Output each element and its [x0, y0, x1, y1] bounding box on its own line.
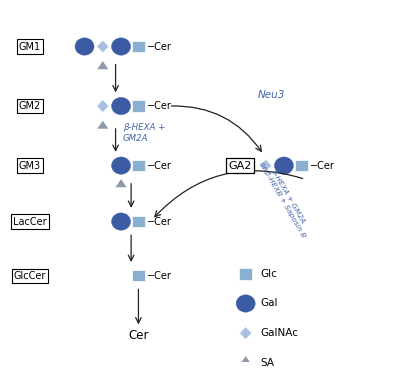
Text: Glc: Glc: [261, 269, 278, 279]
Text: Gal: Gal: [261, 299, 278, 308]
Circle shape: [75, 38, 94, 55]
Text: GM1: GM1: [19, 41, 41, 52]
Polygon shape: [96, 40, 109, 53]
Text: Neu3: Neu3: [258, 90, 285, 100]
FancyBboxPatch shape: [132, 100, 145, 112]
Polygon shape: [97, 61, 109, 69]
Text: −Cer: −Cer: [147, 161, 172, 170]
Polygon shape: [240, 327, 252, 339]
Circle shape: [112, 38, 131, 55]
FancyBboxPatch shape: [295, 160, 308, 171]
Text: LacCer: LacCer: [13, 217, 47, 227]
Text: GlcCer: GlcCer: [14, 271, 46, 281]
Text: Cer: Cer: [128, 329, 149, 342]
Text: GM3: GM3: [19, 161, 41, 170]
Polygon shape: [97, 120, 109, 129]
Text: β-HEXA +
GM2A: β-HEXA + GM2A: [123, 123, 165, 143]
FancyBboxPatch shape: [132, 41, 145, 52]
Text: −Cer: −Cer: [147, 217, 172, 227]
FancyBboxPatch shape: [132, 270, 145, 282]
Text: SA: SA: [261, 358, 275, 368]
FancyBboxPatch shape: [239, 268, 252, 280]
Text: GalNAc: GalNAc: [261, 328, 299, 338]
Text: −Cer: −Cer: [147, 101, 172, 111]
Polygon shape: [240, 356, 252, 364]
Text: GA2: GA2: [228, 161, 252, 170]
Circle shape: [112, 97, 131, 115]
Text: −Cer: −Cer: [147, 271, 172, 281]
Circle shape: [236, 295, 255, 312]
Polygon shape: [115, 179, 127, 187]
Circle shape: [112, 157, 131, 174]
FancyBboxPatch shape: [132, 216, 145, 227]
Text: −Cer: −Cer: [147, 41, 172, 52]
FancyArrowPatch shape: [155, 171, 303, 217]
Text: −Cer: −Cer: [310, 161, 335, 170]
Text: β-HEXA + GM2A
or β-HEXB + Saposin B: β-HEXA + GM2A or β-HEXB + Saposin B: [258, 158, 312, 239]
Polygon shape: [96, 100, 109, 113]
Circle shape: [112, 213, 131, 230]
FancyArrowPatch shape: [171, 106, 261, 151]
FancyBboxPatch shape: [132, 160, 145, 171]
Polygon shape: [260, 159, 272, 172]
Text: GM2: GM2: [19, 101, 41, 111]
Circle shape: [274, 157, 294, 174]
